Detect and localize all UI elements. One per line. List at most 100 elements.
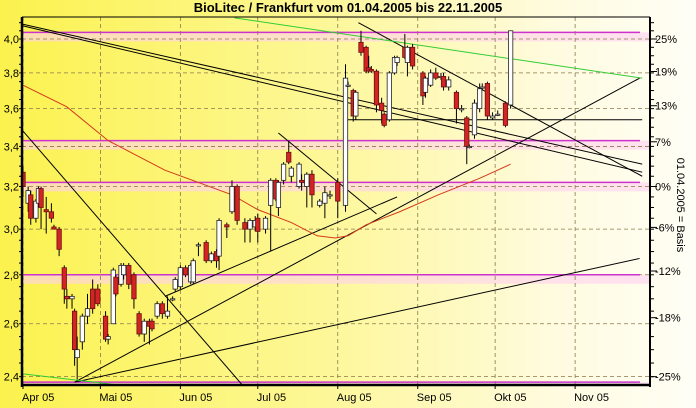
candle-down — [379, 102, 385, 111]
candle-up — [154, 303, 160, 317]
candle-down — [149, 320, 155, 330]
candle-down — [234, 186, 240, 221]
candle-up — [262, 217, 269, 230]
candle-down — [484, 83, 491, 117]
candle-down — [309, 173, 315, 196]
candle-down — [72, 310, 78, 351]
candle-up — [195, 244, 202, 247]
trend-line — [74, 257, 640, 383]
y-tick-label: 2,8 — [4, 270, 19, 282]
candle-down — [131, 274, 137, 300]
candle-up — [69, 295, 75, 300]
y-tick-label: 2,6 — [4, 319, 19, 331]
level-band — [22, 274, 650, 284]
candle-up — [477, 88, 483, 110]
candle-down — [48, 211, 54, 219]
candle-up — [458, 108, 465, 111]
y2-tick-label: 0% — [655, 181, 671, 193]
candle-down — [255, 217, 261, 232]
candle-down — [43, 209, 49, 213]
candle-up — [33, 200, 39, 219]
y2-tick-label: 19% — [655, 67, 677, 79]
x-tick-label: Aug 05 — [337, 392, 372, 404]
candle-up — [508, 30, 514, 106]
level-band — [22, 32, 650, 42]
candle-down — [90, 288, 96, 310]
x-tick-label: Jul 05 — [257, 392, 286, 404]
candle-up — [428, 72, 434, 86]
candle-down — [203, 242, 209, 262]
candle-up — [79, 315, 85, 343]
candle-up — [317, 200, 323, 206]
moving-average-line — [22, 84, 511, 239]
candle-up — [172, 279, 178, 290]
candle-up — [74, 349, 80, 359]
candle-down — [440, 75, 447, 88]
candle-down — [433, 72, 439, 79]
candle-down — [409, 46, 416, 67]
candle-up — [422, 77, 429, 93]
candle-up — [479, 86, 485, 89]
candle-down — [335, 181, 341, 202]
candle-up — [280, 163, 287, 181]
level-band — [22, 382, 650, 385]
candle-up — [446, 79, 452, 88]
candle-down — [286, 151, 292, 163]
candle-down — [136, 313, 142, 335]
candle-up — [121, 264, 127, 276]
candle-up — [345, 84, 351, 87]
candle-up — [84, 308, 91, 317]
candle-up — [386, 72, 392, 121]
candle-up — [141, 320, 147, 335]
y-tick-label: 3,6 — [4, 104, 19, 116]
candle-up — [466, 146, 472, 149]
y2-tick-label: 25% — [655, 34, 677, 46]
candle-up — [164, 310, 171, 317]
candle-down — [28, 194, 34, 219]
candle-up — [170, 298, 176, 301]
candle-up — [177, 267, 183, 288]
candle-up — [229, 186, 235, 213]
candle-up — [288, 167, 294, 177]
candle-down — [373, 70, 380, 106]
candle-down — [51, 226, 57, 230]
x-tick-label: Nov 05 — [574, 392, 609, 404]
y-tick-label: 3,2 — [4, 181, 19, 193]
trend-line — [22, 23, 643, 165]
candle-down — [126, 264, 132, 285]
y2-tick-label: 7% — [655, 137, 671, 149]
candle-down — [113, 276, 119, 295]
candle-down — [453, 91, 460, 110]
x-tick-label: Mai 05 — [99, 392, 132, 404]
y2-tick-label: -18% — [655, 313, 681, 325]
x-tick-label: Sep 05 — [417, 392, 452, 404]
candle-up — [489, 115, 496, 119]
candle-down — [242, 222, 248, 230]
y-tick-label: 2,4 — [4, 372, 19, 384]
candle-down — [464, 117, 470, 147]
y2-tick-label: -6% — [655, 222, 675, 234]
candle-down — [224, 224, 230, 228]
candle-down — [182, 267, 189, 276]
green-trend-line — [234, 17, 643, 79]
candle-up — [342, 77, 349, 206]
candle-down — [368, 69, 374, 72]
candle-up — [105, 336, 111, 340]
trend-line — [164, 196, 398, 297]
y-tick-label: 3,4 — [4, 141, 19, 153]
candle-up — [322, 192, 328, 204]
green-trend-line — [22, 373, 119, 385]
candle-down — [38, 188, 44, 208]
candle-down — [64, 295, 70, 300]
x-tick-label: Okt 05 — [494, 392, 526, 404]
level-band — [22, 140, 650, 150]
y2-tick-label: -12% — [655, 266, 681, 278]
y2-tick-label: -25% — [655, 372, 681, 384]
candle-up — [275, 181, 282, 208]
candle-down — [381, 113, 387, 126]
candle-up — [353, 91, 359, 117]
candle-up — [216, 220, 222, 257]
chart-title: BioLitec / Frankfurt vom 01.04.2005 bis … — [193, 0, 503, 15]
candle-up — [404, 46, 411, 63]
